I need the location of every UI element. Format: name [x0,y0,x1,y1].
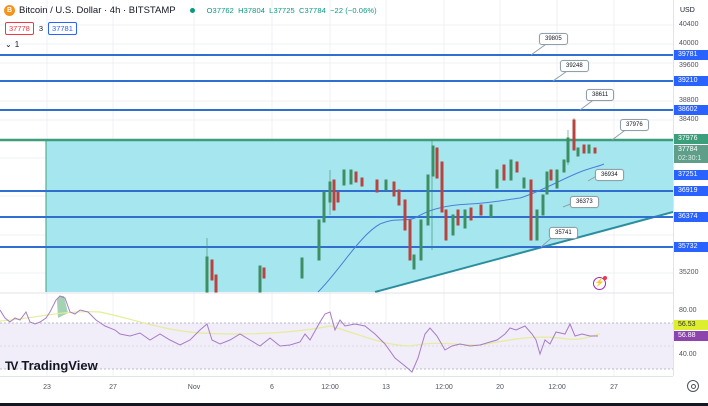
rsi-tick: 40.00 [679,351,697,358]
symbol-title[interactable]: Bitcoin / U.S. Dollar · 4h · BITSTAMP [19,5,176,16]
level-tag: 36919 [674,186,708,196]
ascending-trendline [374,211,673,293]
spread-value: 3 [38,24,44,33]
current-price: 37784 [678,146,698,153]
settings-gear-icon[interactable] [687,380,699,392]
price-tick: 38400 [679,116,699,123]
price-tick: 40400 [679,21,699,28]
resistance-tag: 37976 [674,134,708,144]
price-callout[interactable]: 39248 [560,60,589,72]
price-callout[interactable]: 37976 [620,119,649,131]
symbol-legend[interactable]: B Bitcoin / U.S. Dollar · 4h · BITSTAMP … [4,5,379,16]
tradingview-logo[interactable]: TV TradingView [5,358,98,373]
bottom-border [0,403,708,406]
price-tick: 38800 [679,97,699,104]
time-tick: 6 [270,384,274,391]
close-value: C37784 [299,6,326,15]
open-value: O37762 [206,6,234,15]
tradingview-mark-icon: TV [5,358,18,373]
chart-canvas[interactable] [0,0,673,376]
bitcoin-icon: B [4,5,15,16]
tradingview-wordmark: TradingView [21,358,98,373]
current-price-tag: 37784 02:30:1 [674,145,708,163]
price-callout[interactable]: 36934 [595,169,624,181]
level-tag: 36374 [674,212,708,222]
price-axis[interactable]: USD 40400 40000 39600 38800 38400 35200 … [673,0,708,376]
price-callout[interactable]: 39805 [539,33,568,45]
rsi-tick: 80.00 [679,307,697,314]
ohlc-values: O37762 H37804 L37725 C37784 −22 (−0.06%) [207,6,379,15]
high-value: H37804 [238,6,265,15]
price-tick: 40000 [679,40,699,47]
level-tag: 35732 [674,242,708,252]
time-tick: 27 [109,384,117,391]
level-tag: 39781 [674,50,708,60]
rsi-line [0,295,598,373]
rsi-ma-value-tag: 56.88 [674,331,708,341]
price-tick: 39600 [679,62,699,69]
buy-price-button[interactable]: 37781 [48,22,77,35]
bar-countdown: 02:30:1 [678,155,702,162]
level-tag: 37251 [674,170,708,180]
price-callout[interactable]: 38611 [586,89,615,101]
chart-pane[interactable]: B Bitcoin / U.S. Dollar · 4h · BITSTAMP … [0,0,673,376]
change-value: −22 (−0.06%) [330,6,377,15]
indicators-count: 1 [14,40,20,49]
time-tick: 12:00 [548,384,566,391]
time-tick: 12:00 [435,384,453,391]
price-tick: 35200 [679,269,699,276]
low-value: L37725 [269,6,295,15]
level-tag: 39210 [674,76,708,86]
horizontal-levels [0,54,673,248]
chevron-down-icon: ⌄ [5,40,12,49]
time-tick: 12:00 [321,384,339,391]
time-axis[interactable]: 23 27 Nov 6 12:00 13 12:00 20 12:00 27 [0,376,673,404]
currency-label: USD [680,7,695,14]
sell-price-button[interactable]: 37778 [5,22,34,35]
market-open-indicator [189,8,195,13]
time-tick: 27 [610,384,618,391]
flash-alert-icon[interactable]: ⚡ [593,276,607,290]
time-tick: 13 [382,384,390,391]
level-tag: 38602 [674,105,708,115]
price-callout[interactable]: 36373 [570,196,599,208]
bid-ask-row: 37778 3 37781 [5,22,77,35]
moving-average-line [317,163,605,293]
price-callout[interactable]: 35741 [549,227,578,239]
rsi-value-tag: 56.53 [674,320,708,330]
indicators-toggle[interactable]: ⌄ 1 [5,40,19,49]
time-tick: Nov [187,384,201,391]
candlesticks [205,118,597,293]
time-tick: 20 [496,384,504,391]
time-tick: 23 [43,384,51,391]
